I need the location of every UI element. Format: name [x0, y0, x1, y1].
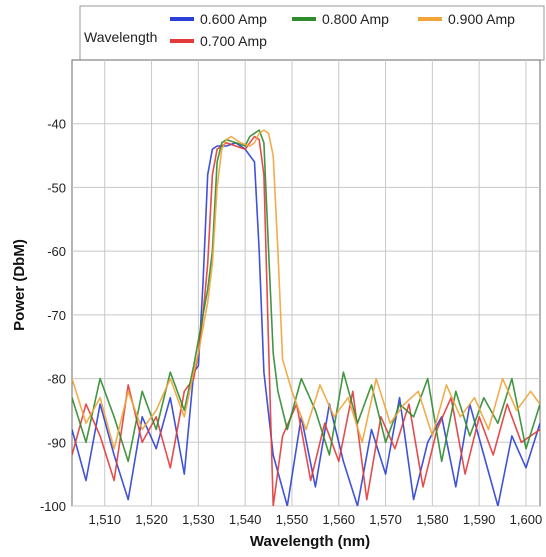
x-axis-title: Wavelength (nm) — [250, 533, 370, 550]
x-tick-label: 1,520 — [135, 512, 168, 527]
plot-area — [71, 59, 541, 507]
series-line-0-600-amp — [72, 142, 540, 506]
x-tick-label: 1,570 — [369, 512, 402, 527]
y-tick-label: -40 — [47, 117, 66, 132]
x-tick-label: 1,530 — [182, 512, 215, 527]
y-tick-label: -70 — [47, 308, 66, 323]
series-line-0-800-amp — [72, 129, 540, 463]
y-tick-label: -90 — [47, 435, 66, 450]
legend-label: 0.800 Amp — [322, 11, 389, 27]
legend-label: 0.600 Amp — [200, 11, 267, 27]
legend-label: 0.700 Amp — [200, 33, 267, 49]
x-tick-label: 1,580 — [416, 512, 449, 527]
x-tick-label: 1,540 — [229, 512, 262, 527]
y-axis-title: Power (DbM) — [11, 239, 28, 331]
legend-box — [79, 5, 545, 61]
x-tick-label: 1,560 — [322, 512, 355, 527]
y-tick-label: -60 — [47, 244, 66, 259]
legend: Wavelength 0.600 Amp 0.700 Amp 0.800 Amp 0.… — [79, 5, 545, 61]
y-tick-label: -100 — [40, 499, 66, 514]
y-tick-label: -80 — [47, 372, 66, 387]
x-tick-label: 1,590 — [463, 512, 496, 527]
x-tick-label: 1,600 — [510, 512, 543, 527]
series-line-0-900-amp — [72, 129, 540, 450]
x-tick-label: 1,510 — [88, 512, 121, 527]
x-tick-label: 1,550 — [276, 512, 309, 527]
legend-label: 0.900 Amp — [448, 11, 515, 27]
legend-title: Wavelength — [84, 29, 157, 45]
y-tick-label: -50 — [47, 180, 66, 195]
